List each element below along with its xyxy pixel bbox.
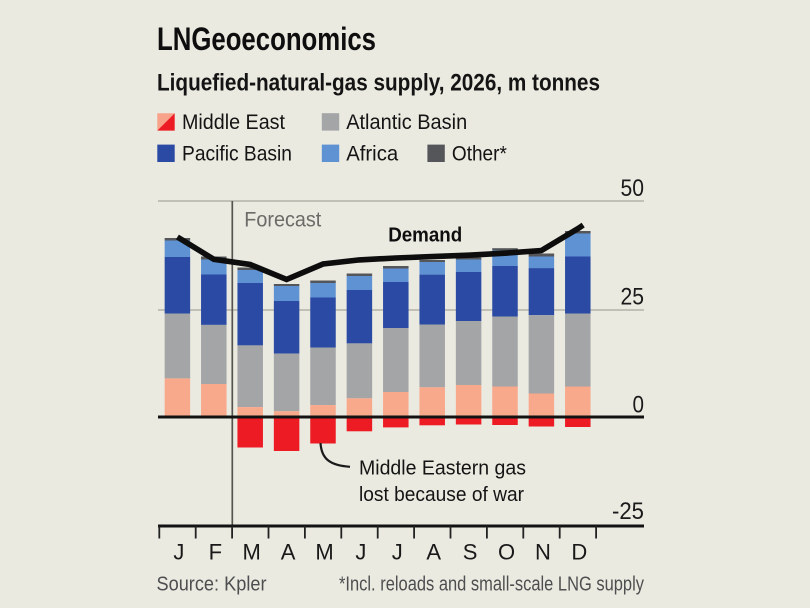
svg-text:S: S — [463, 540, 478, 565]
svg-text:N: N — [535, 540, 551, 565]
svg-text:Source: Kpler: Source: Kpler — [157, 574, 267, 596]
svg-text:F: F — [209, 540, 222, 565]
svg-text:25: 25 — [621, 284, 645, 311]
svg-text:Liquefied-natural-gas supply,: Liquefied-natural-gas supply, 2026, m to… — [157, 70, 600, 97]
svg-text:Other*: Other* — [452, 143, 507, 166]
svg-text:-25: -25 — [612, 498, 644, 525]
svg-text:Forecast: Forecast — [244, 209, 321, 232]
svg-text:D: D — [571, 540, 587, 565]
svg-text:LNGeoeconomics: LNGeoeconomics — [157, 21, 376, 57]
svg-text:Atlantic Basin: Atlantic Basin — [346, 111, 467, 134]
svg-text:M: M — [243, 540, 261, 565]
svg-text:M: M — [315, 540, 333, 565]
svg-text:*Incl. reloads and small-scale: *Incl. reloads and small-scale LNG suppl… — [339, 574, 644, 596]
svg-text:Pacific Basin: Pacific Basin — [182, 143, 292, 166]
svg-text:J: J — [392, 540, 403, 565]
svg-text:Demand: Demand — [388, 224, 462, 247]
svg-text:J: J — [173, 540, 184, 565]
svg-text:J: J — [355, 540, 366, 565]
svg-text:0: 0 — [633, 392, 645, 419]
svg-text:Africa: Africa — [346, 143, 398, 166]
svg-text:O: O — [498, 540, 515, 565]
svg-text:A: A — [281, 540, 296, 565]
svg-text:Middle Eastern gas: Middle Eastern gas — [359, 457, 526, 480]
svg-text:Middle East: Middle East — [182, 111, 285, 134]
svg-text:lost because of war: lost because of war — [359, 483, 524, 506]
svg-text:50: 50 — [621, 175, 645, 202]
svg-text:A: A — [426, 540, 441, 565]
